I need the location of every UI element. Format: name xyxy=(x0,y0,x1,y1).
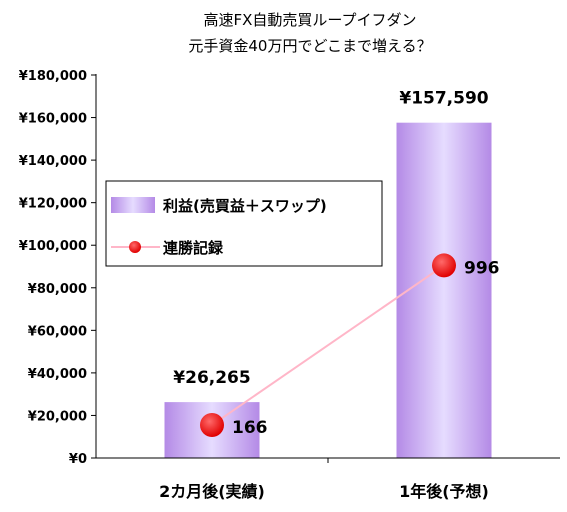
series-line xyxy=(211,264,445,426)
y-tick-label: ¥180,000 xyxy=(19,69,87,84)
line-point xyxy=(200,413,224,438)
bar-series: ¥26,265 ¥157,590 xyxy=(164,89,492,458)
y-tick-label: ¥0 xyxy=(69,452,87,467)
legend-bar-label: 利益(売買益＋スワップ) xyxy=(163,197,327,215)
y-tick-label: ¥80,000 xyxy=(28,282,87,297)
x-category-label: 1年後(予想) xyxy=(399,482,489,501)
bar xyxy=(396,122,492,458)
legend-box xyxy=(105,180,383,267)
bar-value-label: ¥157,590 xyxy=(399,89,488,109)
y-tick-label: ¥60,000 xyxy=(28,324,87,339)
bar-value-label: ¥26,265 xyxy=(173,368,250,388)
legend-line-marker xyxy=(129,241,141,253)
y-tick-label: ¥120,000 xyxy=(19,197,87,212)
line-series: 166 996 xyxy=(200,253,500,438)
chart-title-line-1: 高速FX自動売買ループイフダン xyxy=(203,11,416,29)
legend: 利益(売買益＋スワップ) 連勝記録 xyxy=(105,180,383,267)
x-category-label: 2カ月後(実績) xyxy=(159,482,265,501)
y-tick-label: ¥20,000 xyxy=(28,409,87,424)
y-tick-label: ¥160,000 xyxy=(19,112,87,127)
y-tick-label: ¥140,000 xyxy=(19,154,87,169)
chart-title-line-2: 元手資金40万円でどこまで増える？ xyxy=(188,37,431,55)
line-point xyxy=(432,253,456,278)
legend-line-label: 連勝記録 xyxy=(163,239,224,257)
y-tick-label: ¥100,000 xyxy=(19,239,87,254)
line-value-label: 166 xyxy=(232,418,268,438)
y-tick-label: ¥40,000 xyxy=(28,367,87,382)
x-axis: 2カ月後(実績) 1年後(予想) xyxy=(159,458,489,501)
line-value-label: 996 xyxy=(464,258,500,278)
legend-bar-swatch xyxy=(111,197,155,213)
y-axis: ¥0 ¥20,000 ¥40,000 ¥60,000 ¥80,000 ¥100,000 ¥1… xyxy=(19,69,96,467)
